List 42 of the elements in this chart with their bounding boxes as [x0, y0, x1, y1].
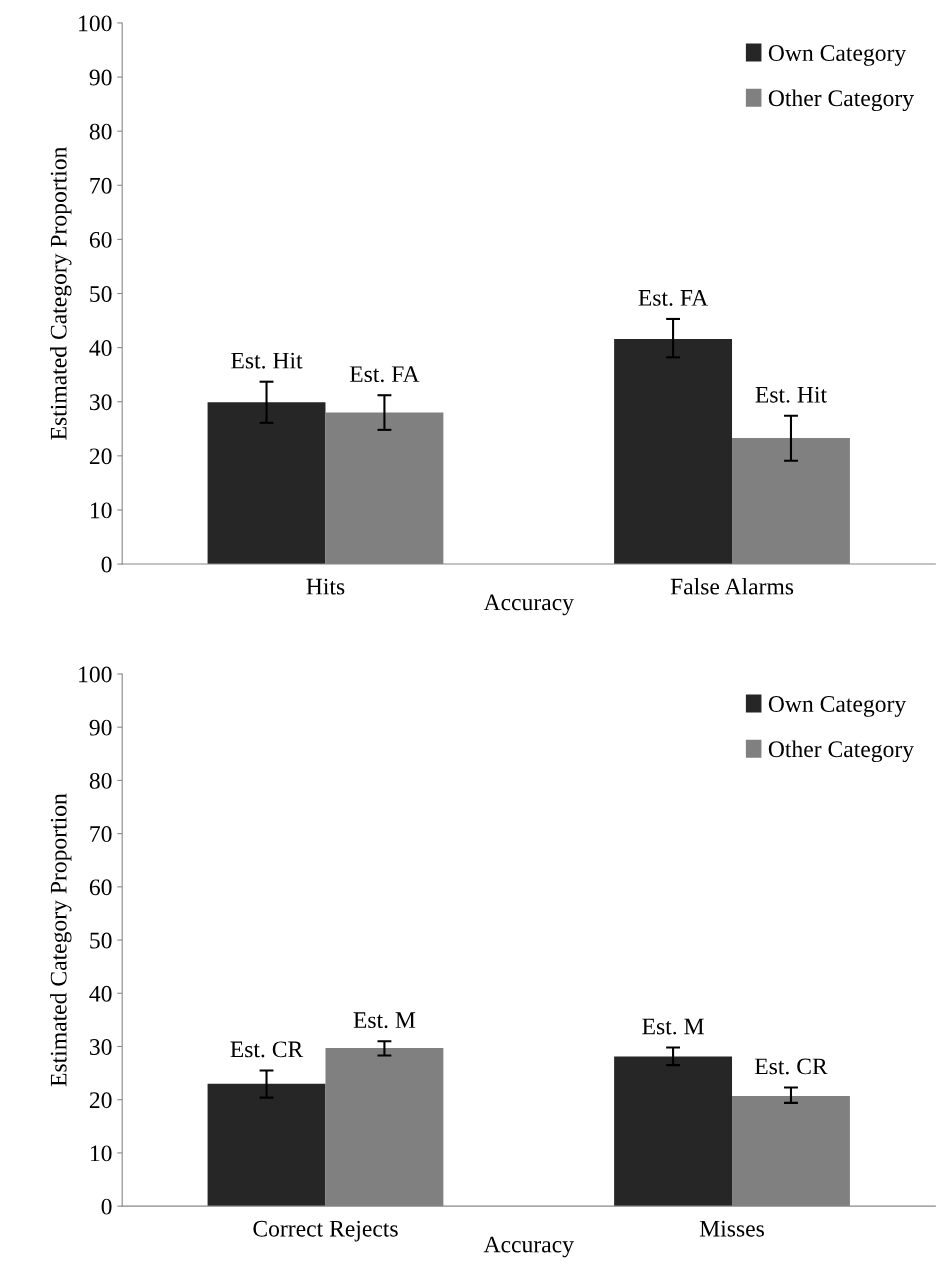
y-tick-label: 80: [89, 123, 112, 140]
y-tick-label: 90: [89, 69, 112, 86]
y-tick-label: 90: [89, 719, 112, 736]
x-tick-label: Misses: [699, 1220, 764, 1237]
x-axis-title: Accuracy: [483, 594, 574, 616]
y-tick-label: 20: [89, 1092, 112, 1109]
y-tick-label: 10: [90, 1145, 112, 1162]
x-tick-label: Correct Rejects: [253, 1220, 398, 1242]
x-axis-title: Accuracy: [483, 1236, 574, 1258]
y-tick-label: 0: [101, 556, 112, 573]
data-label: Est. Hit: [231, 352, 303, 369]
y-tick-label: 40: [89, 985, 112, 1002]
y-tick-label: 70: [90, 177, 112, 194]
y-tick-label: 30: [90, 1038, 112, 1055]
y-axis-title: Estimated Category Proportion: [50, 146, 72, 440]
y-tick-label: 40: [89, 340, 112, 357]
legend-label: Own Category: [768, 696, 907, 717]
legend-label: Other Category: [768, 89, 914, 112]
y-tick-label: 100: [79, 666, 112, 683]
x-tick-label: False Alarms: [670, 577, 794, 595]
legend-label: Other Category: [768, 740, 914, 763]
y-tick-label: 50: [90, 286, 112, 302]
y-tick-label: 0: [101, 1198, 112, 1215]
y-tick-label: 100: [79, 15, 112, 32]
y-tick-label: 10: [90, 502, 112, 519]
y-tick-label: 50: [90, 932, 112, 949]
data-label: Est. M: [353, 1012, 416, 1029]
y-tick-label: 70: [90, 826, 112, 843]
y-tick-label: 30: [90, 394, 112, 411]
y-tick-label: 80: [89, 772, 112, 789]
data-label: Est. M: [642, 1018, 704, 1035]
data-label: Est. Hit: [755, 386, 827, 403]
y-tick-label: 20: [89, 448, 112, 465]
x-tick-label: Hits: [306, 578, 345, 595]
data-label: Est. FA: [638, 289, 709, 306]
legend-label: Own Category: [768, 45, 907, 66]
y-tick-label: 60: [89, 231, 112, 248]
data-label: Est. CR: [230, 1041, 304, 1058]
data-label: Est. CR: [754, 1058, 828, 1075]
y-axis-title: Estimated Category Proportion: [50, 793, 72, 1087]
data-label: Est. FA: [349, 366, 420, 383]
y-tick-label: 60: [89, 879, 112, 896]
